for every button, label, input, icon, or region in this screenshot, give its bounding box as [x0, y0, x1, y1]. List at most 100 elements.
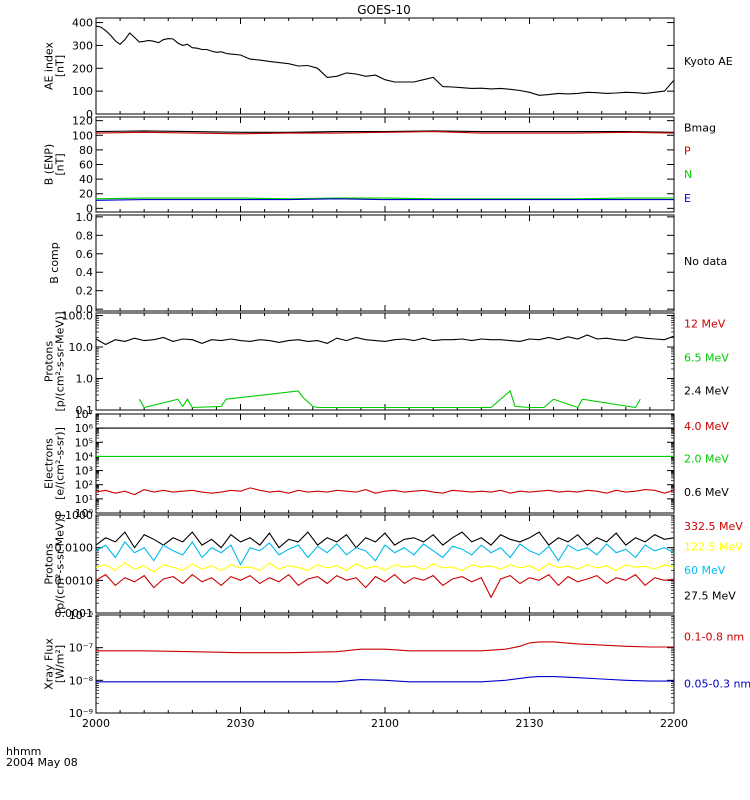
- y-axis-label: Protons: [43, 543, 56, 584]
- series-line-0-05-0-3-nm: [96, 676, 674, 683]
- y-tick-label: 0.4: [76, 266, 94, 279]
- legend-label: 0.6 MeV: [684, 486, 729, 499]
- y-tick-label: 10⁰: [75, 507, 94, 520]
- series-line-n: [96, 197, 674, 200]
- legend-label: 332.5 MeV: [684, 520, 743, 533]
- legend-label: 2.0 MeV: [684, 453, 729, 466]
- legend-label: Bmag: [684, 121, 716, 134]
- legend-label: 2.4 MeV: [684, 385, 729, 398]
- y-tick-label: 100.0: [62, 309, 94, 322]
- y-tick-label: 10⁶: [75, 422, 94, 435]
- y-tick-label: 10⁻⁹: [69, 707, 93, 720]
- panel-4: 0.1 1.0 10.0 100.0 Protons[p/(cm²-s-sr-MeV)]…: [43, 309, 730, 417]
- y-axis-label: B (ENP): [43, 144, 56, 185]
- y-tick-label: 0: [86, 202, 93, 215]
- y-axis-label: Protons: [43, 341, 56, 382]
- legend-label: 0.05-0.3 nm: [684, 678, 750, 691]
- time-axis-date: 2004 May 08: [6, 756, 78, 769]
- series-line-bmag: [96, 130, 674, 133]
- y-tick-label: 0.0100: [55, 542, 94, 555]
- series-line-2-4-mev: [96, 334, 674, 346]
- y-axis-label: Electrons: [43, 438, 56, 489]
- y-tick-label: 10³: [75, 465, 93, 478]
- legend-label: 6.5 MeV: [684, 352, 729, 365]
- series-line-6-5-mev: [138, 390, 641, 409]
- y-tick-label: 100: [72, 129, 93, 142]
- legend-label: 4.0 MeV: [684, 420, 729, 433]
- y-tick-label: 10⁷: [75, 408, 93, 421]
- y-tick-label: 1.0: [76, 211, 94, 224]
- y-tick-label: 10²: [75, 479, 93, 492]
- panel-3: 0.0 0.2 0.4 0.6 0.8 1.0 B comp No data: [48, 211, 727, 316]
- y-tick-label: 0.0010: [55, 574, 94, 587]
- time-axis-label: hhmm: [6, 745, 41, 758]
- y-tick-label: 0: [86, 108, 93, 121]
- y-tick-label: 10⁻⁶: [69, 609, 94, 622]
- series-line-kyoto-ae: [96, 25, 674, 96]
- y-tick-label: 0.1000: [55, 509, 94, 522]
- panel-frame: [95, 514, 675, 614]
- y-tick-label: 10⁴: [75, 450, 94, 463]
- legend-label: N: [684, 168, 692, 181]
- y-tick-label: 20: [79, 188, 93, 201]
- y-tick-label: 120: [72, 115, 93, 128]
- y-tick-label: 10⁻⁷: [69, 642, 93, 655]
- legend-label: No data: [684, 255, 727, 268]
- plot-title: GOES-10: [357, 3, 411, 17]
- y-tick-label: 1.0: [76, 372, 94, 385]
- y-tick-label: 10¹: [75, 493, 93, 506]
- y-axis-label: [e/(cm²-s-sr)]: [54, 427, 67, 500]
- y-tick-label: 100: [72, 85, 93, 98]
- legend-label: Kyoto AE: [684, 55, 733, 68]
- panel-frame: [95, 17, 675, 115]
- y-axis-label: [p/(cm²-s-sr-MeV)]: [54, 514, 67, 614]
- y-axis-label: B comp: [48, 242, 61, 284]
- time-axis: hhmm 2004 May 08 2000 2030 2100 2130 2200: [6, 717, 688, 769]
- series-line-e: [96, 198, 674, 201]
- series-line-4-0-mev: [96, 487, 674, 496]
- y-tick-label: 0.8: [76, 229, 94, 242]
- y-tick-label: 0.6: [76, 248, 94, 261]
- legend-label: 27.5 MeV: [684, 589, 736, 602]
- y-tick-label: 10⁻⁸: [69, 674, 94, 687]
- panel-6: 0.0001 0.0010 0.0100 0.1000 Protons[p/(cm²-s…: [43, 509, 744, 620]
- series-line-0-1-0-8-nm: [96, 641, 674, 654]
- legend-label: P: [684, 144, 691, 157]
- panel-frame: [95, 614, 675, 714]
- legend-label: 60 MeV: [684, 564, 726, 577]
- legend-label: E: [684, 192, 691, 205]
- legend-label: 12 MeV: [684, 318, 726, 331]
- panel-1: 0 100 200 300 400 AE index[nT] Kyoto AE: [43, 17, 733, 121]
- y-tick-label: 200: [72, 62, 93, 75]
- y-axis-label: [nT]: [54, 55, 67, 77]
- y-tick-label: 60: [79, 159, 93, 172]
- panel-frame: [95, 413, 675, 514]
- y-tick-label: 0.1: [76, 404, 94, 417]
- y-tick-label: 10.0: [69, 341, 94, 354]
- series-line-p: [96, 131, 674, 135]
- y-tick-label: 400: [72, 17, 93, 30]
- x-tick-label: 2130: [516, 717, 544, 730]
- series-line-122-5-mev: [96, 561, 674, 573]
- y-tick-label: 0.0001: [55, 607, 94, 620]
- series-line-60-mev: [96, 540, 674, 566]
- y-tick-label: 0.2: [76, 285, 94, 298]
- y-tick-label: 300: [72, 39, 93, 52]
- series-line-332-5-mev: [96, 573, 674, 599]
- y-axis-label: Xray Flux: [43, 638, 56, 690]
- x-tick-label: 2030: [227, 717, 255, 730]
- legend-label: 0.1-0.8 nm: [684, 631, 744, 644]
- panel-frame: [95, 312, 675, 411]
- panel-frame: [95, 214, 675, 312]
- series-line-27-5-mev: [96, 531, 674, 549]
- y-axis-label: [W/m²]: [54, 645, 67, 683]
- y-tick-label: 10⁵: [75, 436, 93, 449]
- y-axis-label: AE index: [43, 41, 56, 90]
- x-tick-label: 2000: [82, 717, 110, 730]
- y-axis-label: [p/(cm²-s-sr-MeV)]: [54, 312, 67, 412]
- x-tick-label: 2100: [371, 717, 399, 730]
